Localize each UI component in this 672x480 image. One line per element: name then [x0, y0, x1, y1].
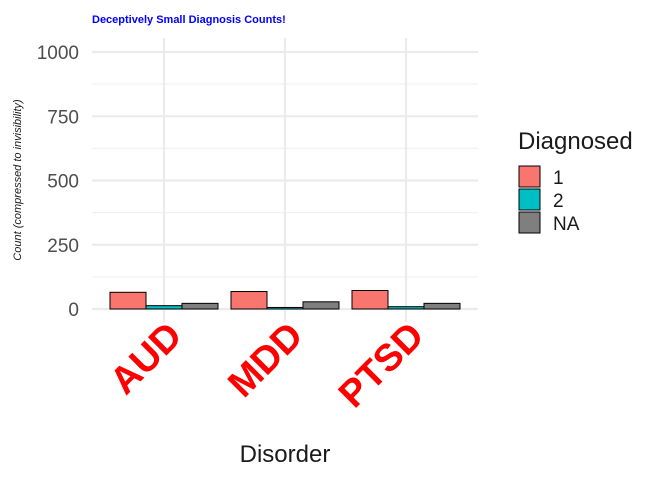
bar-aud-2: [145, 305, 183, 310]
y-axis-label: Count (compressed to invisibility): [12, 99, 24, 261]
legend-label: 2: [553, 191, 564, 212]
y-tick-labels: 0 250 500 750 1000: [37, 43, 79, 321]
bar-aud-na: [181, 302, 219, 310]
y-tick-label: 250: [47, 236, 79, 257]
x-tick-label: AUD: [102, 315, 190, 403]
y-tick-label: 750: [47, 107, 79, 128]
y-tick-label: 0: [68, 300, 79, 321]
bar-aud-1: [109, 291, 147, 310]
legend-title: Diagnosed: [518, 128, 633, 155]
legend-swatch: [518, 211, 541, 234]
y-tick-label: 500: [47, 172, 79, 193]
bar-ptsd-2: [387, 306, 425, 310]
bar-ptsd-na: [423, 302, 461, 310]
legend-swatch: [518, 165, 541, 188]
x-tick-labels: AUD MDD PTSD: [102, 315, 432, 416]
y-tick-label: 1000: [37, 43, 79, 64]
legend-swatch: [518, 188, 541, 211]
x-axis-label: Disorder: [240, 441, 331, 468]
bar-mdd-2: [266, 306, 304, 310]
bar-mdd-1: [230, 291, 268, 310]
x-tick-label: MDD: [220, 315, 311, 406]
major-gridlines: [92, 38, 478, 322]
bar-marks: [109, 289, 461, 310]
bar-ptsd-1: [351, 289, 389, 310]
chart-title: Deceptively Small Diagnosis Counts!: [92, 14, 286, 26]
bar-mdd-na: [302, 301, 340, 310]
legend-label: NA: [553, 214, 580, 235]
x-tick-label: PTSD: [331, 315, 432, 416]
legend-label: 1: [553, 168, 564, 189]
